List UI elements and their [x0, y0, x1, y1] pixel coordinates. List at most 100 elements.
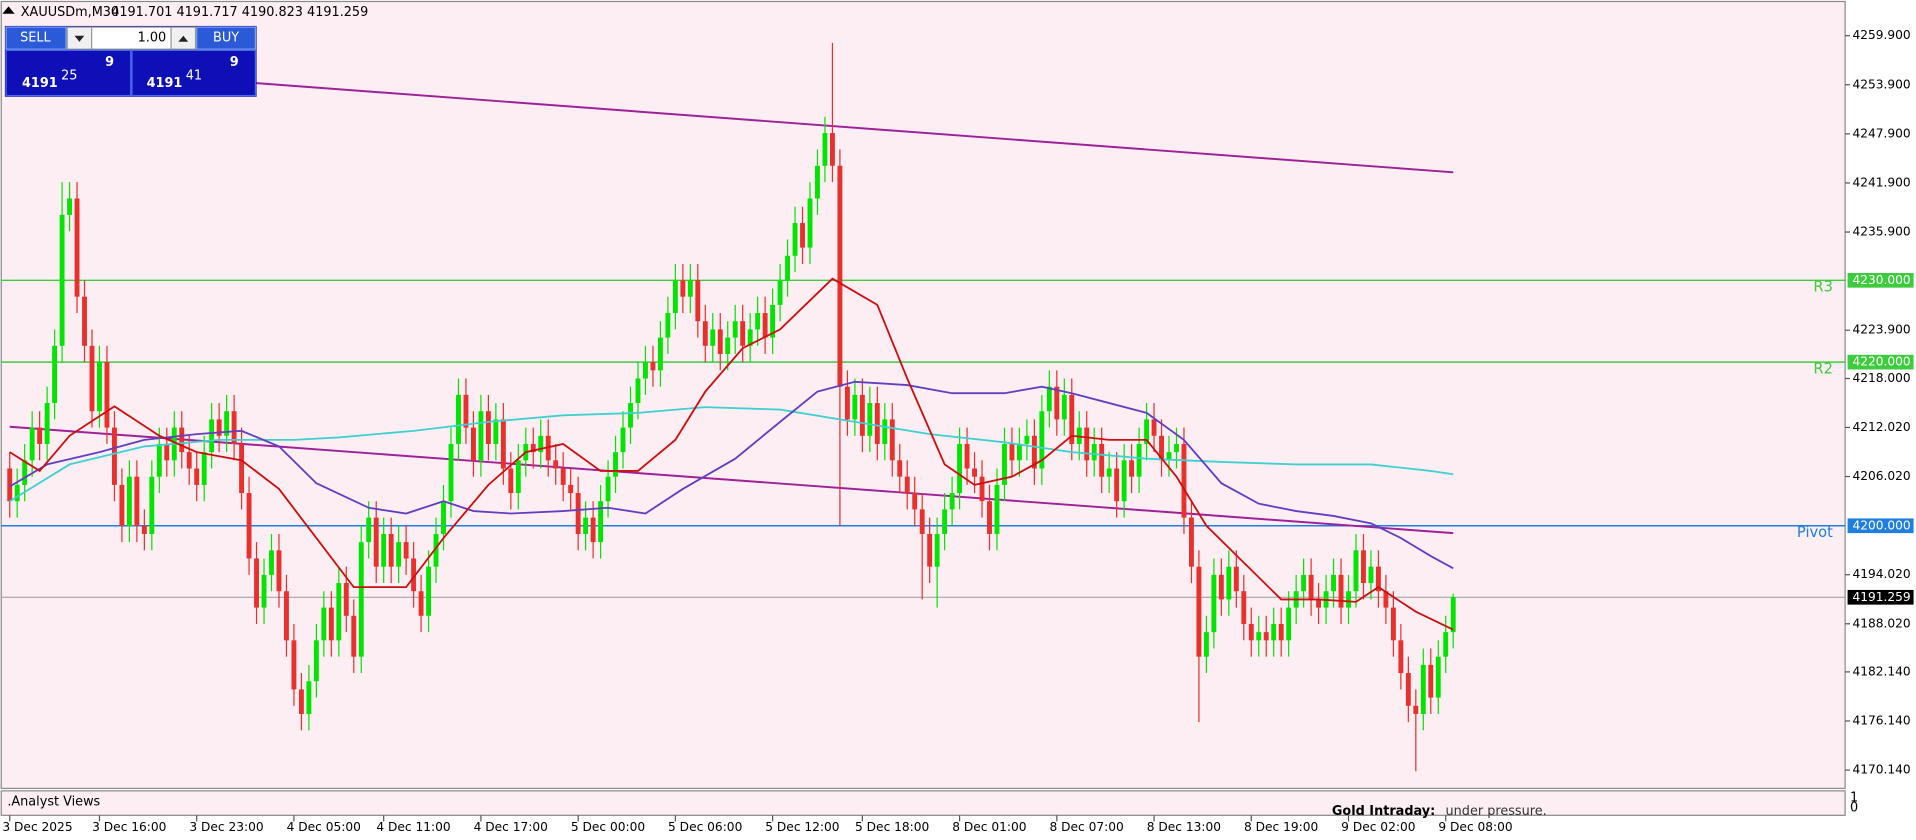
candle-body	[1271, 623, 1277, 641]
indicator-name: .Analyst Views	[7, 794, 100, 809]
candle-body	[67, 198, 73, 215]
candle-body	[957, 443, 963, 494]
y-tick-label: 4188.020	[1852, 616, 1910, 630]
y-tick-label: 4194.020	[1852, 567, 1910, 581]
x-tick-label: 5 Dec 06:00	[668, 820, 742, 834]
y-tick-label: 4247.900	[1852, 126, 1910, 140]
candle-body	[433, 533, 439, 567]
candle-body	[7, 468, 13, 502]
candle-body	[463, 394, 469, 428]
moving-average	[9, 380, 1454, 570]
y-tick-label: 4241.900	[1852, 175, 1910, 189]
candle-body	[747, 329, 753, 346]
candle-body	[919, 509, 925, 534]
candle-body	[14, 484, 20, 502]
candle-body	[643, 362, 648, 379]
candle-body	[1353, 550, 1359, 592]
candle-body	[1233, 566, 1239, 592]
candle-body	[194, 468, 200, 485]
candle-body	[485, 411, 491, 444]
level-price-box	[1847, 518, 1914, 534]
buy-price-box[interactable]	[131, 49, 256, 97]
candle-body	[59, 214, 65, 346]
candle-body	[650, 362, 656, 371]
candle-body	[52, 345, 58, 404]
level-price-label: 4230.000	[1852, 273, 1910, 287]
candle-body	[209, 419, 215, 453]
sell-price-sup: 9	[105, 55, 114, 70]
candle-body	[284, 591, 289, 641]
candle-body	[306, 681, 312, 714]
sell-price-main: 4191	[22, 76, 58, 91]
candle-body	[1286, 607, 1292, 641]
candle-body	[762, 313, 768, 338]
current-price-label: 4191.259	[1852, 590, 1910, 604]
candle-body	[859, 394, 865, 436]
candle-body	[269, 550, 274, 575]
volume: 1.00	[138, 31, 167, 46]
level-name: Pivot	[1797, 524, 1833, 541]
candle-body	[1084, 427, 1090, 461]
candle-body	[1413, 705, 1419, 714]
candle-body	[1166, 452, 1172, 461]
candle-body	[1159, 435, 1164, 461]
candle-body	[1024, 435, 1030, 444]
candle-body	[411, 558, 417, 592]
candle-body	[261, 574, 267, 608]
candle-body	[837, 165, 843, 387]
buy-label: BUY	[213, 31, 239, 46]
candle-body	[478, 411, 484, 461]
candle-body	[927, 533, 933, 567]
candle-body	[336, 583, 342, 641]
candle-body	[657, 337, 663, 371]
candle-body	[635, 378, 641, 404]
y-tick-label: 4212.020	[1852, 420, 1910, 434]
moving-average	[9, 277, 1454, 631]
candle-body	[732, 321, 738, 338]
candle-body	[942, 509, 948, 534]
candle-body	[1188, 517, 1194, 567]
y-tick-label: 4253.900	[1852, 77, 1910, 91]
candle-body	[1361, 550, 1366, 584]
candle-body	[1383, 591, 1389, 608]
candle-body	[1174, 443, 1179, 453]
candle-body	[994, 484, 1000, 534]
candle-body	[231, 411, 237, 444]
candle-body	[1263, 632, 1269, 641]
candle-body	[448, 443, 454, 502]
candle-body	[313, 640, 319, 682]
candle-body	[1278, 623, 1284, 641]
level-name: R3	[1813, 279, 1833, 296]
candle-body	[1398, 640, 1404, 674]
sell-price-box[interactable]	[5, 49, 132, 97]
candle-body	[358, 542, 364, 657]
collapse-icon[interactable]	[2, 6, 15, 14]
candle-body	[598, 501, 604, 543]
candle-body	[560, 468, 566, 485]
x-tick-label: 8 Dec 07:00	[1049, 820, 1123, 834]
candle-body	[156, 443, 162, 477]
quote: 4191.701 4191.717 4190.823 4191.259	[111, 5, 368, 20]
buy-price-sup: 9	[230, 55, 239, 70]
candle-body	[1420, 664, 1426, 714]
candle-body	[740, 321, 746, 346]
y-tick-label: 4259.900	[1852, 28, 1910, 42]
candle-body	[1129, 460, 1135, 477]
sell-button[interactable]	[5, 26, 67, 50]
candle-body	[1435, 656, 1441, 698]
candle-body	[852, 394, 858, 420]
candle-body	[1046, 386, 1052, 412]
candle-body	[1443, 632, 1449, 657]
y-tick-label: 4176.140	[1852, 713, 1910, 727]
candle-body	[695, 280, 701, 322]
buy-button[interactable]	[196, 26, 256, 50]
candle-body	[1405, 673, 1411, 706]
candle-body	[343, 583, 349, 616]
candle-body	[22, 460, 28, 485]
candle-body	[1039, 411, 1045, 469]
candle-body	[777, 280, 783, 305]
indicator-scale: 1	[1850, 791, 1858, 806]
candle-body	[111, 427, 117, 485]
candle-body	[553, 460, 559, 469]
